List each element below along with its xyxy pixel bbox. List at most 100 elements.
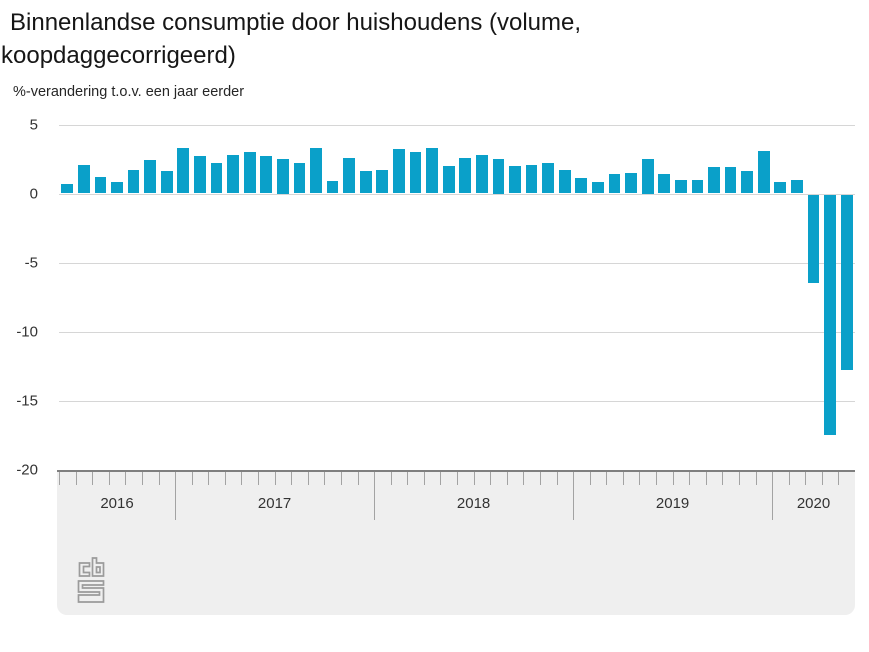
month-tick (258, 472, 259, 485)
year-separator (175, 472, 177, 520)
month-tick (75, 472, 77, 485)
bar (791, 179, 803, 194)
gridline (59, 262, 855, 264)
month-tick (340, 472, 342, 485)
month-tick (606, 472, 608, 485)
month-tick (191, 472, 193, 485)
month-tick (539, 472, 541, 485)
bar (210, 163, 223, 194)
y-axis-label: 0 (29, 185, 38, 202)
month-tick (473, 472, 475, 485)
month-tick (92, 472, 94, 485)
month-tick (390, 472, 392, 485)
bar (625, 172, 637, 194)
month-tick (241, 472, 243, 485)
bar (708, 167, 720, 194)
month-tick (59, 472, 60, 485)
gridline (59, 193, 855, 195)
bar (326, 181, 339, 194)
chart-title: Binnenlandse consumptie door huishoudens… (1, 9, 582, 69)
y-axis-label: 5 (29, 116, 38, 133)
month-tick (656, 472, 657, 485)
x-axis-band: 2016 2017 2018 2019 2020 (57, 470, 855, 615)
year-label: 2016 (100, 495, 134, 512)
month-tick (639, 472, 641, 485)
year-label: 2017 (257, 495, 292, 512)
year-separator (573, 472, 575, 520)
bar (177, 147, 190, 194)
month-tick (125, 472, 127, 485)
bar (608, 174, 621, 194)
month-tick (490, 472, 492, 485)
month-tick (689, 472, 691, 485)
month-tick (158, 472, 160, 485)
month-tick (622, 472, 624, 485)
month-tick (722, 472, 724, 485)
month-tick (423, 472, 425, 485)
bar (774, 182, 787, 194)
bar (127, 170, 140, 194)
bar (77, 164, 90, 194)
month-tick (224, 472, 226, 485)
bar (227, 154, 239, 194)
month-tick (556, 472, 558, 485)
gridline (59, 124, 855, 126)
month-tick (523, 472, 525, 485)
bar (426, 147, 438, 194)
bar (61, 183, 74, 194)
month-tick (755, 472, 757, 485)
bar (592, 182, 604, 194)
month-tick (805, 472, 807, 485)
bar (824, 194, 836, 435)
month-tick (838, 472, 840, 485)
bar (691, 179, 704, 194)
month-tick (141, 472, 143, 485)
month-tick (672, 472, 674, 485)
month-tick (821, 472, 823, 485)
bar (492, 159, 505, 194)
bar (144, 160, 156, 194)
year-label: 2018 (456, 495, 491, 512)
bar (94, 176, 107, 194)
bar (194, 156, 206, 194)
year-separator (374, 472, 376, 520)
month-tick (440, 472, 442, 485)
month-tick (705, 472, 707, 485)
bar (724, 167, 737, 194)
bar (409, 152, 422, 194)
bar (393, 149, 405, 194)
month-tick (407, 472, 409, 485)
bar (509, 165, 521, 194)
y-axis-label: -10 (16, 323, 38, 340)
month-tick (357, 472, 359, 485)
year-label: 2020 (796, 495, 831, 512)
bar (310, 147, 322, 194)
bar (293, 163, 306, 194)
bar (757, 150, 770, 194)
bar (359, 171, 372, 194)
bar (542, 163, 554, 194)
gridline (59, 331, 855, 333)
year-label: 2019 (655, 495, 690, 512)
bar (641, 159, 654, 194)
month-tick (274, 472, 276, 485)
bar (741, 171, 753, 194)
bar (658, 174, 671, 194)
month-tick (108, 472, 110, 485)
month-tick (457, 472, 458, 485)
cbs-logo (77, 557, 105, 603)
chart-subtitle: %-verandering t.o.v. een jaar eerder (13, 84, 245, 100)
bar (840, 194, 853, 370)
bar (260, 156, 273, 194)
y-axis-label: -15 (16, 392, 38, 409)
bar (807, 194, 820, 283)
bar (276, 159, 289, 194)
month-tick (506, 472, 508, 485)
month-tick (208, 472, 210, 485)
month-tick (788, 472, 790, 485)
bar (575, 178, 588, 194)
bar (376, 170, 389, 194)
bar (475, 154, 488, 194)
